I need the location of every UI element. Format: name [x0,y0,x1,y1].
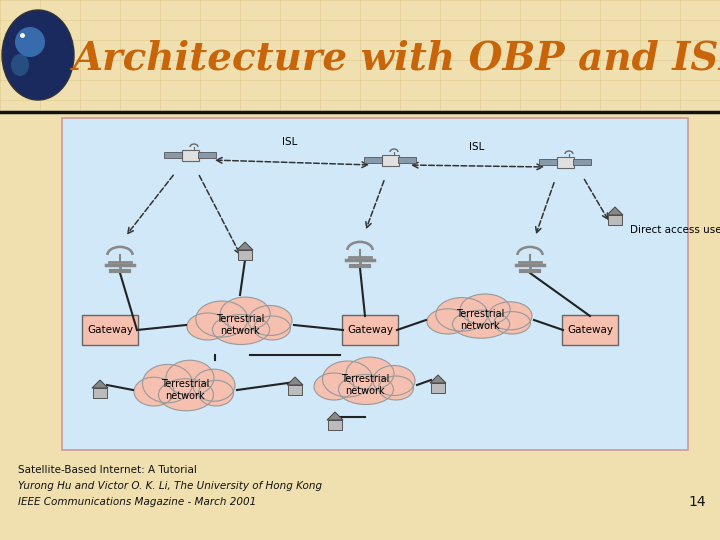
Ellipse shape [11,54,29,76]
FancyBboxPatch shape [562,315,618,345]
Polygon shape [430,375,446,383]
Ellipse shape [248,306,292,335]
Ellipse shape [427,309,469,334]
FancyBboxPatch shape [198,152,216,158]
Polygon shape [327,412,343,420]
FancyBboxPatch shape [342,315,398,345]
Ellipse shape [158,379,214,411]
FancyBboxPatch shape [557,157,574,167]
Ellipse shape [323,361,372,397]
Text: Architecture with OBP and ISL: Architecture with OBP and ISL [72,39,720,77]
Text: 14: 14 [688,495,706,509]
Text: Terrestrial
network: Terrestrial network [456,309,504,331]
Ellipse shape [436,298,488,331]
Ellipse shape [488,302,532,330]
Ellipse shape [494,312,531,334]
FancyBboxPatch shape [181,150,199,160]
Text: Terrestrial
network: Terrestrial network [216,314,264,336]
Ellipse shape [220,297,270,330]
FancyBboxPatch shape [431,383,445,393]
Ellipse shape [346,357,394,390]
FancyBboxPatch shape [238,250,252,260]
Ellipse shape [187,313,228,340]
Text: ISL: ISL [469,142,485,152]
Ellipse shape [460,294,510,325]
Polygon shape [607,207,623,215]
FancyBboxPatch shape [93,388,107,398]
FancyBboxPatch shape [164,152,182,158]
FancyBboxPatch shape [573,159,591,165]
Ellipse shape [15,27,45,57]
FancyBboxPatch shape [364,157,382,163]
Ellipse shape [452,310,510,338]
Ellipse shape [373,366,415,395]
FancyBboxPatch shape [288,385,302,395]
Text: Gateway: Gateway [347,325,393,335]
Ellipse shape [212,314,269,345]
Ellipse shape [199,380,233,406]
FancyBboxPatch shape [382,154,398,165]
Text: Terrestrial
network: Terrestrial network [161,379,210,401]
Ellipse shape [196,301,248,337]
Ellipse shape [379,376,413,400]
Ellipse shape [2,10,74,100]
Text: IEEE Communications Magazine - March 2001: IEEE Communications Magazine - March 200… [18,497,256,507]
Ellipse shape [166,360,214,395]
Text: Satellite-Based Internet: A Tutorial: Satellite-Based Internet: A Tutorial [18,465,197,475]
FancyBboxPatch shape [62,118,688,450]
FancyBboxPatch shape [82,315,138,345]
FancyBboxPatch shape [608,215,622,225]
FancyBboxPatch shape [398,157,416,163]
Text: Gateway: Gateway [87,325,133,335]
FancyBboxPatch shape [539,159,557,165]
Ellipse shape [338,375,394,404]
Polygon shape [287,377,303,385]
Ellipse shape [254,316,290,340]
Polygon shape [92,380,108,388]
Text: Direct access users: Direct access users [630,225,720,235]
Text: Terrestrial
network: Terrestrial network [341,374,390,396]
FancyBboxPatch shape [328,420,342,430]
Ellipse shape [314,373,354,400]
Polygon shape [237,242,253,250]
Ellipse shape [134,377,174,406]
Ellipse shape [143,364,192,403]
Ellipse shape [193,369,235,401]
Text: ISL: ISL [282,137,297,147]
FancyBboxPatch shape [0,0,720,110]
Text: Gateway: Gateway [567,325,613,335]
Text: Yurong Hu and Victor O. K. Li, The University of Hong Kong: Yurong Hu and Victor O. K. Li, The Unive… [18,481,322,491]
